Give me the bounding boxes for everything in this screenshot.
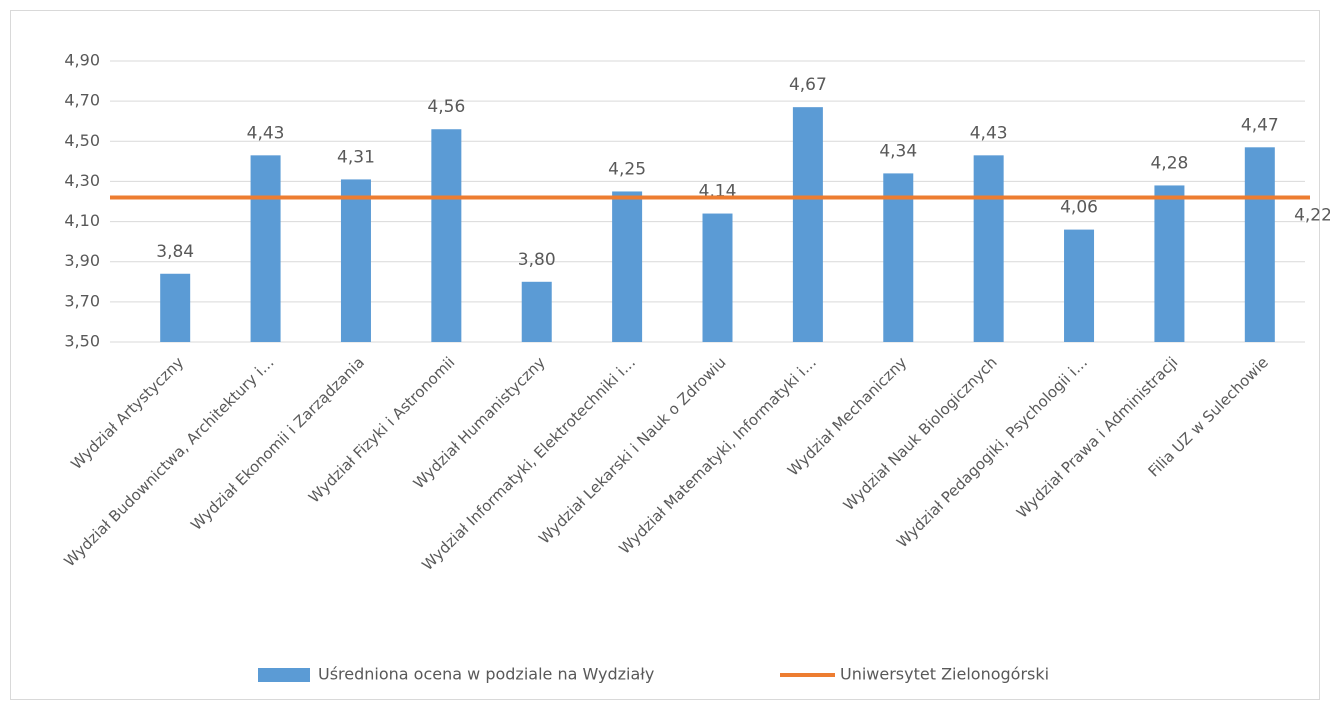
y-tick-label: 3,70 [64,291,100,310]
y-tick-label: 4,30 [64,171,100,190]
y-tick-label: 4,70 [64,91,100,110]
chart-frame [10,10,1320,700]
data-label: 4,25 [608,159,646,179]
bar [1244,147,1275,342]
bar [1064,229,1095,342]
legend-swatch [258,668,310,682]
legend-label: Uniwersytet Zielonogórski [840,665,1049,684]
data-label: 4,67 [789,75,827,95]
data-label: 4,43 [247,123,285,143]
data-label: 4,31 [337,147,375,167]
y-tick-label: 4,10 [64,211,100,230]
bar [702,213,733,342]
data-label: 4,06 [1060,198,1098,218]
bar [973,155,1004,342]
bar [883,173,914,342]
bar [340,179,371,342]
data-label: 3,84 [156,242,194,262]
y-tick-label: 4,50 [64,131,100,150]
data-label: 3,80 [518,250,556,270]
data-label: 4,34 [879,141,917,161]
bar [160,273,191,342]
y-tick-label: 3,50 [64,332,100,351]
data-label: 4,28 [1150,153,1188,173]
bar [431,129,462,342]
bar [1154,185,1185,342]
data-label: 4,47 [1241,115,1279,135]
bar [612,191,643,342]
data-label: 4,56 [427,97,465,117]
data-label: 4,22 [1294,205,1330,225]
bar [792,107,823,343]
legend-label: Uśredniona ocena w podziale na Wydziały [318,665,654,684]
y-tick-label: 3,90 [64,251,100,270]
bar [521,281,552,342]
data-label: 4,43 [970,123,1008,143]
bar [250,155,281,342]
y-tick-label: 4,90 [64,51,100,70]
